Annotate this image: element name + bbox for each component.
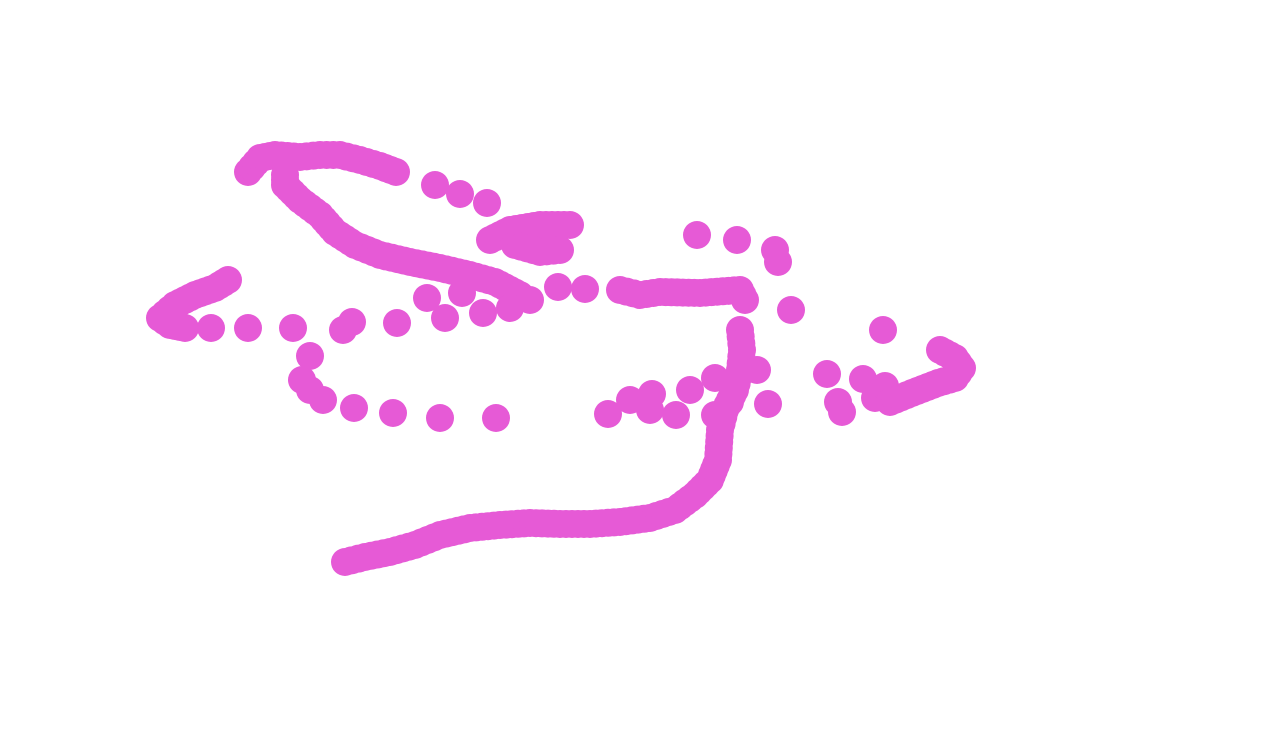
brush-dot [473,189,501,217]
brush-dot [594,400,622,428]
brush-dot [338,308,366,336]
brush-dot [754,390,782,418]
brush-dot [701,364,729,392]
brush-dot [383,309,411,337]
brush-dot [723,226,751,254]
brush-dot [426,404,454,432]
brush-dot [636,396,664,424]
brush-dot [764,248,792,276]
brush-dot [743,356,771,384]
brush-dot [571,275,599,303]
brush-dot [331,548,359,576]
brush-dot [421,171,449,199]
brush-dot [382,158,410,186]
brush-dot [171,314,199,342]
brush-dot [296,342,324,370]
brush-dot [869,316,897,344]
brush-dot [516,286,544,314]
brush-dot [926,336,954,364]
brush-dot [234,314,262,342]
brush-dot [279,314,307,342]
brush-dot [309,386,337,414]
brush-dot [448,279,476,307]
brush-dot [413,284,441,312]
brush-dot [683,221,711,249]
brush-dot [701,401,729,429]
brush-dot [777,296,805,324]
brush-dot [469,299,497,327]
brush-dot [828,398,856,426]
brush-dot [556,211,584,239]
brush-dot [546,236,574,264]
brush-dot [197,314,225,342]
brush-dot [379,399,407,427]
brush-dot [731,286,759,314]
brush-dot [446,180,474,208]
brush-dot [544,273,572,301]
brush-dot [482,404,510,432]
brush-dot [340,394,368,422]
brush-dot [431,304,459,332]
brush-dot [813,360,841,388]
brush-dot [662,401,690,429]
brush-dot [676,376,704,404]
